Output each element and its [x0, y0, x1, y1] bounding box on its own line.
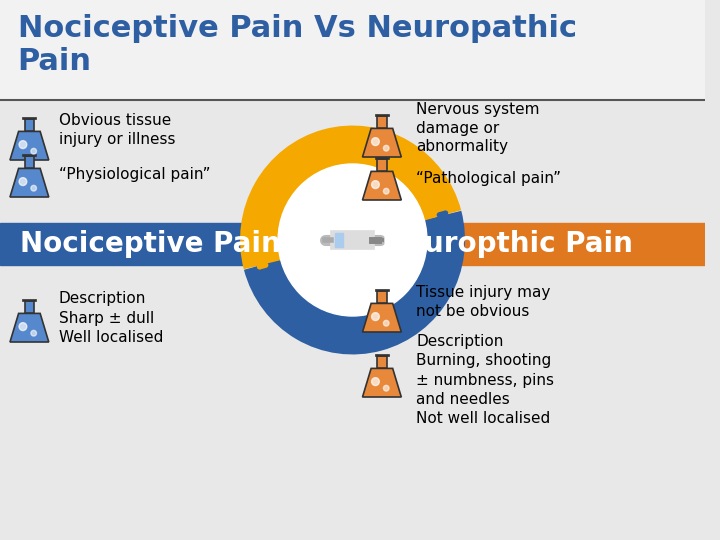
- Polygon shape: [362, 171, 401, 200]
- Bar: [377, 356, 387, 368]
- Circle shape: [19, 322, 27, 330]
- Polygon shape: [362, 303, 401, 332]
- Bar: [375, 157, 389, 159]
- Circle shape: [372, 313, 379, 321]
- Polygon shape: [362, 129, 401, 157]
- Circle shape: [372, 377, 379, 386]
- Text: “Pathological pain”: “Pathological pain”: [416, 171, 561, 186]
- Text: Nervous system
damage or
abnormality: Nervous system damage or abnormality: [416, 102, 540, 154]
- Circle shape: [372, 181, 379, 188]
- Text: “Physiological pain”: “Physiological pain”: [59, 167, 210, 183]
- Bar: [375, 289, 389, 291]
- Circle shape: [31, 185, 37, 191]
- Bar: [375, 113, 389, 116]
- Text: Nociceptive Pain: Nociceptive Pain: [19, 230, 280, 258]
- Text: Tissue injury may
not be obvious: Tissue injury may not be obvious: [416, 285, 551, 319]
- Circle shape: [372, 138, 379, 146]
- Polygon shape: [10, 131, 49, 160]
- Circle shape: [384, 145, 389, 151]
- Bar: [377, 116, 387, 129]
- Text: Description
Burning, shooting
± numbness, pins
and needles
Not well localised: Description Burning, shooting ± numbness…: [416, 334, 554, 426]
- Bar: [0, 223, 333, 265]
- Circle shape: [19, 178, 27, 186]
- Text: Neuropthic Pain: Neuropthic Pain: [382, 230, 633, 258]
- Bar: [377, 159, 387, 171]
- Bar: [22, 117, 36, 119]
- Bar: [24, 119, 34, 131]
- Bar: [24, 156, 34, 168]
- Bar: [22, 154, 36, 156]
- Text: Obvious tissue
injury or illness: Obvious tissue injury or illness: [59, 113, 175, 147]
- Polygon shape: [10, 168, 49, 197]
- Circle shape: [384, 320, 389, 326]
- Circle shape: [31, 330, 37, 336]
- Bar: [0, 0, 705, 100]
- Bar: [22, 299, 36, 301]
- Polygon shape: [10, 313, 49, 342]
- Text: Description
Sharp ± dull
Well localised: Description Sharp ± dull Well localised: [59, 291, 163, 345]
- Bar: [375, 354, 389, 356]
- Bar: [335, 233, 343, 247]
- Circle shape: [384, 188, 389, 194]
- Bar: [377, 291, 387, 303]
- Text: Nociceptive Pain Vs Neuropathic
Pain: Nociceptive Pain Vs Neuropathic Pain: [17, 14, 577, 76]
- Bar: [372, 223, 705, 265]
- Polygon shape: [362, 368, 401, 397]
- Circle shape: [384, 386, 389, 391]
- Circle shape: [278, 164, 427, 316]
- Circle shape: [19, 140, 27, 148]
- Bar: [24, 301, 34, 313]
- Circle shape: [31, 148, 37, 154]
- Bar: [331, 231, 374, 249]
